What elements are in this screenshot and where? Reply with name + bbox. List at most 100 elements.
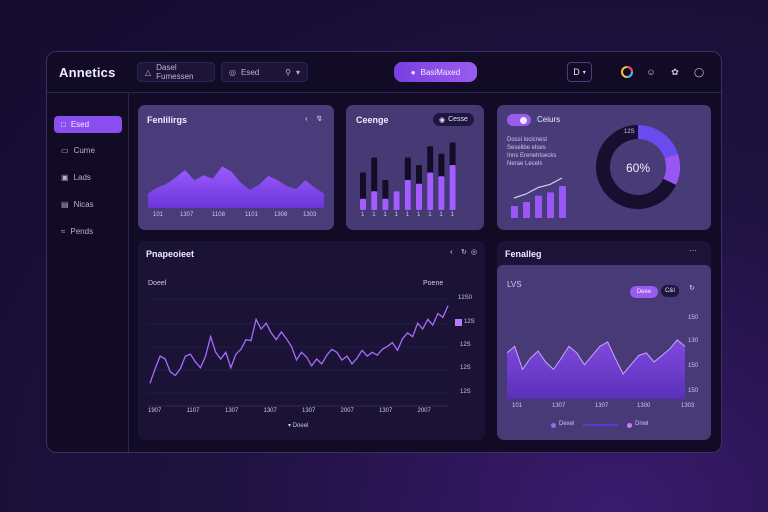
x-tick: 1	[428, 212, 432, 218]
pin-icon[interactable]: ↯	[316, 114, 323, 123]
legend-line: Nerae Lecels	[507, 161, 543, 167]
line-chart-main	[148, 298, 449, 407]
y-tick: 130	[688, 338, 699, 344]
mini-bar	[559, 186, 566, 218]
legend-dot	[627, 423, 632, 428]
user-selector[interactable]: △ Dasel Fumessen	[137, 62, 215, 82]
x-tick: 1907	[148, 408, 162, 414]
card-pnapeoieet: Pnapeoieet ‹ ↻ ◎ Doeel Poene 12S0 12S 12…	[138, 241, 485, 440]
sidebar-item-label: Cume	[73, 146, 95, 155]
x-tick: 101	[512, 403, 523, 409]
donut-center-value: 60%	[625, 161, 651, 175]
refresh-icon[interactable]: ↻	[689, 285, 695, 292]
bar-chart-ceenge	[360, 142, 456, 210]
footer-label: Doeel	[292, 423, 309, 429]
primary-action-button[interactable]: ● BasiMaxed	[394, 62, 477, 82]
chevron-left-icon[interactable]: ‹	[450, 247, 453, 256]
x-tick: 1307	[302, 408, 316, 414]
x-tick: 1	[372, 212, 376, 218]
y-tick: 12S	[460, 389, 471, 395]
area-fill	[507, 340, 685, 399]
x-tick: 1303	[303, 212, 317, 218]
x-tick: 1107	[186, 408, 200, 414]
sidebar-item-pends[interactable]: ≈ Pends	[54, 223, 122, 240]
y-tick: 12S	[464, 319, 475, 325]
sidebar-item-label: Pends	[70, 227, 94, 236]
legend-line	[583, 424, 619, 426]
color-wheel-icon[interactable]	[619, 64, 635, 80]
trend-line	[513, 177, 563, 199]
x-tick: 1307	[379, 408, 393, 414]
chat-icon: ▭	[61, 146, 69, 155]
x-tick: 1300	[637, 403, 651, 409]
chevron-left-icon[interactable]: ‹	[305, 114, 308, 123]
x-tick: 1	[383, 212, 387, 218]
series-label-right: Poene	[423, 280, 444, 287]
target-icon[interactable]: ◎	[471, 249, 478, 256]
toggle-button[interactable]: C&I	[661, 285, 680, 297]
leaf-icon[interactable]: ✿	[671, 66, 679, 77]
legend-label: Dexel	[559, 421, 575, 427]
x-tick: 1	[361, 212, 365, 218]
donut-slice	[637, 125, 678, 159]
sidebar-item-label: Lads	[73, 173, 91, 182]
x-tick: 1307	[225, 408, 239, 414]
bar-bright	[438, 176, 445, 210]
x-tick: 1108	[212, 212, 225, 218]
bar-bright	[427, 172, 434, 210]
smile-icon[interactable]: ☺	[646, 67, 656, 77]
toggle-switch[interactable]	[507, 114, 531, 126]
sidebar: □ Esed ▭ Cume ▣ Lads ▤ Nicas ≈ Pends ⌂	[47, 93, 129, 452]
donut-slice	[596, 125, 676, 209]
range-button[interactable]: Deee	[630, 286, 658, 298]
sidebar-item-label: Nicas	[73, 200, 94, 209]
legend-line: Dossi locicnest	[507, 137, 548, 143]
y-tick: 12S	[460, 365, 471, 371]
card-ceenge: Ceenge ◉ Cesse 1 1 1 1 1 1 1 1 1	[346, 105, 484, 230]
sidebar-item-label: Esed	[70, 120, 90, 129]
card-title: Ceenge	[356, 115, 389, 125]
chevron-down-icon[interactable]: ▾	[295, 67, 300, 77]
x-tick: 2007	[340, 408, 354, 414]
chart-footer: ▾ Doeel	[288, 422, 308, 429]
workspace-selector[interactable]: D ▾	[567, 62, 592, 82]
bar-bright	[404, 180, 411, 210]
search-input[interactable]: ◎ Esed ⚲ ▾	[221, 62, 308, 82]
area-chart-fenlilirgs	[148, 166, 324, 208]
y-tick: 12S	[460, 342, 471, 348]
y-tick: 150	[688, 315, 699, 321]
top-bar: Annetics △ Dasel Fumessen ◎ Esed ⚲ ▾ ● B…	[47, 52, 721, 93]
cesse-button[interactable]: ◉ Cesse	[433, 113, 474, 126]
donut-top-label: 12S	[624, 129, 635, 135]
panel-label: LVS	[507, 280, 522, 289]
more-icon[interactable]: ···	[689, 246, 697, 255]
folder-icon: ▤	[61, 200, 69, 209]
x-tick: 1303	[681, 403, 695, 409]
area-line	[506, 339, 686, 375]
bar-bright	[449, 165, 456, 210]
donut-chart	[596, 125, 680, 209]
document-icon: ▣	[61, 173, 69, 182]
grid-icon: □	[61, 120, 66, 129]
bar-bright	[416, 183, 422, 210]
x-tick: 1307	[595, 403, 609, 409]
toggle-knob-icon	[519, 116, 527, 124]
card-fenlilirgs: Fenlilirgs ‹ ↯ 101 1307 1108 1101 1308 1…	[138, 105, 334, 230]
legend-line: Seselibe elses	[507, 145, 546, 151]
mini-bar	[535, 195, 542, 218]
legend-label: Dnwl	[635, 421, 649, 427]
user-icon: △	[145, 67, 152, 77]
card-title: Fenlilirgs	[147, 115, 188, 125]
sidebar-item-cume[interactable]: ▭ Cume	[54, 142, 122, 159]
line-series	[149, 305, 449, 384]
search-icon[interactable]: ⚲	[285, 67, 291, 77]
sidebar-item-lads[interactable]: ▣ Lads	[54, 169, 122, 186]
x-tick: 1	[405, 212, 410, 218]
bell-icon[interactable]: ◯	[693, 66, 705, 77]
sidebar-item-nicas[interactable]: ▤ Nicas	[54, 196, 122, 213]
sidebar-item-home[interactable]: □ Esed	[54, 116, 122, 133]
chart-panel: LVS Deee C&I ↻ 150 130 150 150 101 1307 …	[497, 265, 711, 440]
refresh-icon[interactable]: ↻	[461, 249, 467, 256]
bar-bright	[360, 198, 366, 210]
card-ceiurs: Ceiurs Dossi locicnest Seselibe elses In…	[497, 105, 711, 230]
